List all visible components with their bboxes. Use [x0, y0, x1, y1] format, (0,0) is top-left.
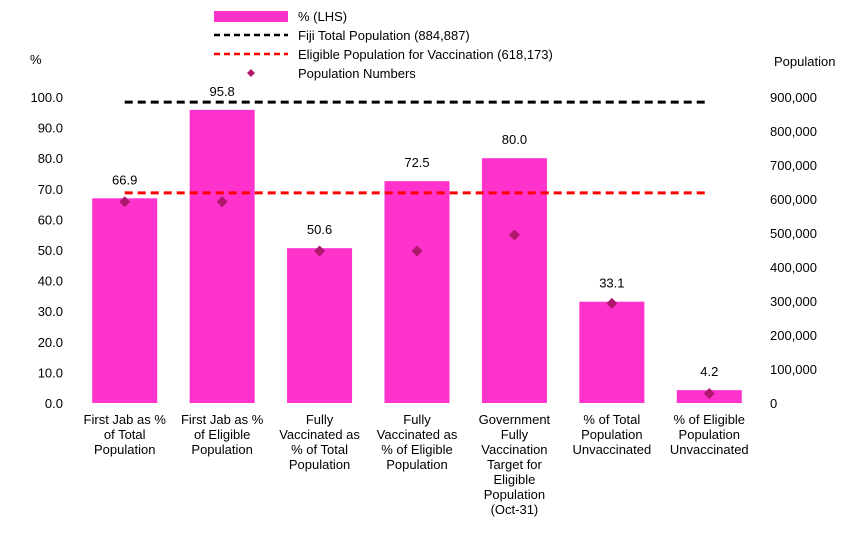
category-label: (Oct-31): [491, 502, 539, 517]
category-label: Vaccinated as: [377, 427, 458, 442]
y-right-tick-label: 200,000: [770, 328, 817, 343]
y-right-tick-label: 100,000: [770, 362, 817, 377]
y-left-tick-label: 40.0: [38, 274, 63, 289]
y-left-tick-label: 20.0: [38, 335, 63, 350]
y-left-tick-label: 30.0: [38, 304, 63, 319]
category-label: of Total: [104, 427, 146, 442]
category-label: Fully: [306, 412, 334, 427]
data-label: 50.6: [307, 222, 332, 237]
legend-label: Eligible Population for Vaccination (618…: [298, 47, 553, 62]
population-marker: [314, 245, 326, 257]
data-label: 72.5: [404, 155, 429, 170]
legend-swatch-bars: [214, 11, 288, 22]
category-label: Unvaccinated: [572, 442, 651, 457]
y-right-tick-label: 600,000: [770, 192, 817, 207]
population-marker: [508, 229, 520, 241]
bar: [384, 181, 450, 403]
category-label: First Jab as %: [84, 412, 167, 427]
population-marker: [411, 245, 423, 257]
category-label: Population: [581, 427, 642, 442]
y-left-tick-label: 60.0: [38, 212, 63, 227]
category-label: Eligible: [493, 472, 535, 487]
y-left-tick-label: 100.0: [30, 90, 63, 105]
bar: [579, 301, 645, 403]
bar: [92, 198, 158, 403]
bar: [287, 248, 353, 403]
legend-label: Population Numbers: [298, 66, 416, 81]
y-right-tick-label: 400,000: [770, 260, 817, 275]
population-marker: [606, 297, 618, 309]
population-marker: [216, 196, 228, 208]
population-marker: [119, 196, 131, 208]
reference-lines: [124, 100, 710, 195]
y-left-ticks: 0.0 10.0 20.0 30.0 40.0 50.0 60.0 70.0 80.0 90.0 1…: [30, 90, 63, 411]
legend-swatch-marker: [247, 69, 255, 77]
category-label: First Jab as %: [181, 412, 264, 427]
category-label: Vaccinated as: [279, 427, 360, 442]
data-label: 33.1: [599, 276, 624, 291]
category-label: Population: [386, 457, 447, 472]
y-left-tick-label: 80.0: [38, 151, 63, 166]
category-label: Target for: [487, 457, 543, 472]
y-left-tick-label: 90.0: [38, 121, 63, 136]
bars: [92, 109, 742, 404]
y-right-tick-label: 800,000: [770, 124, 817, 139]
category-label: Vaccination: [481, 442, 547, 457]
y-right-tick-label: 700,000: [770, 158, 817, 173]
y-right-tick-label: 300,000: [770, 294, 817, 309]
data-labels: 66.9 95.8 50.6 72.5 80.0 33.1 4.2: [112, 84, 718, 379]
population-marker: [703, 387, 715, 399]
category-label: Unvaccinated: [670, 442, 749, 457]
category-label: Population: [289, 457, 350, 472]
legend-label: Fiji Total Population (884,887): [298, 28, 470, 43]
bar: [189, 109, 255, 404]
data-label: 66.9: [112, 172, 137, 187]
y-left-tick-label: 50.0: [38, 243, 63, 258]
y-right-tick-label: 500,000: [770, 226, 817, 241]
y-right-axis-title: Population: [774, 54, 835, 69]
data-label: 95.8: [209, 84, 234, 99]
category-label: Population: [484, 487, 545, 502]
category-label: Fully: [501, 427, 529, 442]
category-label: Fully: [403, 412, 431, 427]
category-label: Population: [191, 442, 252, 457]
data-label: 4.2: [700, 364, 718, 379]
category-label: Population: [679, 427, 740, 442]
y-left-tick-label: 10.0: [38, 365, 63, 380]
category-label: % of Eligible: [381, 442, 453, 457]
category-label: Government: [479, 412, 551, 427]
y-right-tick-label: 0: [770, 396, 777, 411]
legend-label: % (LHS): [298, 9, 347, 24]
population-markers: [119, 196, 715, 399]
category-label: % of Eligible: [674, 412, 746, 427]
y-left-tick-label: 0.0: [45, 396, 63, 411]
y-left-axis-title: %: [30, 52, 42, 67]
bar: [481, 158, 547, 403]
y-left-tick-label: 70.0: [38, 182, 63, 197]
legend: % (LHS) Fiji Total Population (884,887) El…: [214, 9, 553, 81]
category-label: % of Total: [583, 412, 640, 427]
data-label: 80.0: [502, 132, 527, 147]
y-right-ticks: 0 100,000 200,000 300,000 400,000 500,000 600,…: [770, 90, 817, 411]
category-label: Population: [94, 442, 155, 457]
category-label: of Eligible: [194, 427, 250, 442]
category-label: % of Total: [291, 442, 348, 457]
y-right-tick-label: 900,000: [770, 90, 817, 105]
